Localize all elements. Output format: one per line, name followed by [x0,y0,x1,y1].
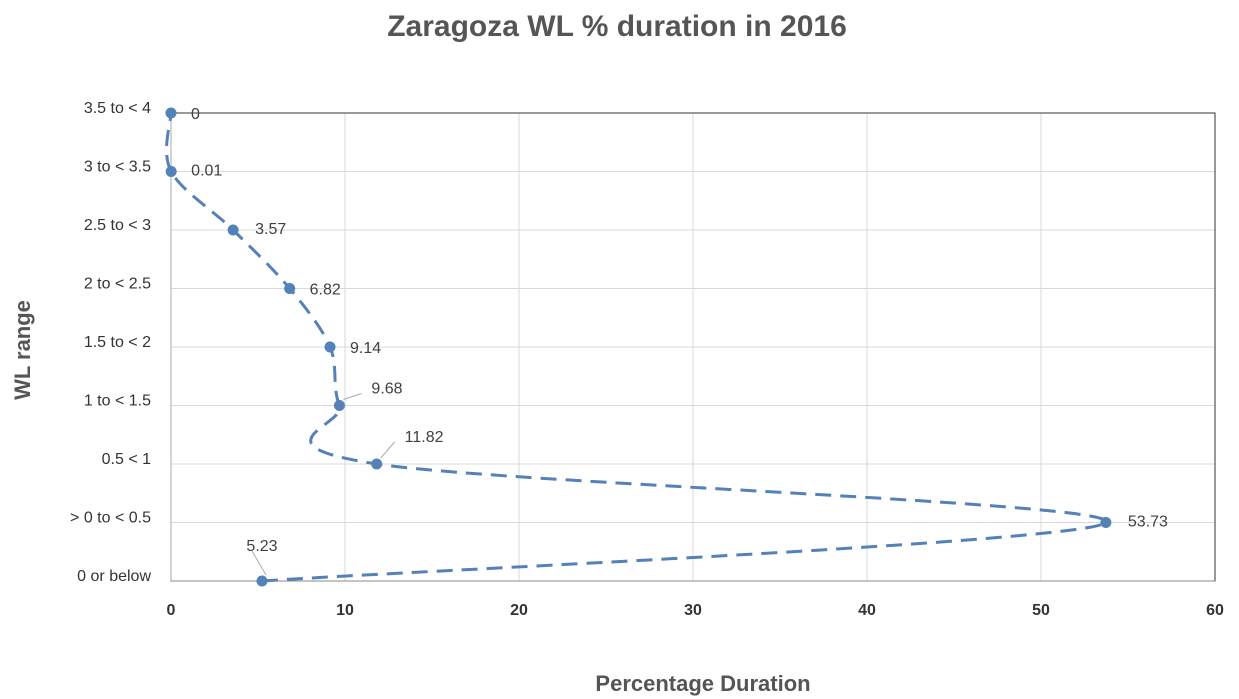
y-axis-label: WL range [10,300,35,400]
point [256,575,268,587]
y-tick-label: 1 to < 1.5 [84,393,151,410]
x-tick-label: 60 [1206,602,1224,619]
leader-line [380,441,396,459]
chart-title: Zaragoza WL % duration in 2016 [387,10,847,43]
x-tick-label: 30 [684,602,702,619]
point [165,107,177,119]
leader-line [343,393,362,400]
x-tick-label: 50 [1032,602,1050,619]
x-tick-label: 10 [336,602,354,619]
data-label: 9.68 [371,381,402,398]
data-label: 5.23 [246,538,277,555]
y-tick-label: 0 or below [77,568,151,585]
data-label: 6.82 [310,282,341,299]
point [227,224,239,236]
point [333,400,345,411]
y-tick-label: 2.5 to < 3 [84,217,151,234]
data-label: 0 [191,106,200,123]
y-tick-label: 3 to < 3.5 [84,159,151,176]
y-tick-label: 0.5 < 1 [102,451,151,468]
y-tick-label: 1.5 to < 2 [84,334,151,351]
data-label: 53.73 [1128,514,1168,531]
point [371,458,383,470]
point [165,166,177,177]
data-label: 0.01 [191,163,222,180]
x-tick-label: 20 [510,602,528,619]
data-label: 9.14 [350,340,381,357]
x-tick-label: 0 [167,602,176,619]
x-tick-label: 40 [858,602,876,619]
leader-line [251,550,267,576]
x-axis-label: Percentage Duration [595,671,810,696]
data-label: 11.82 [405,429,444,446]
point [324,341,336,353]
data-label: 3.57 [255,221,286,238]
y-tick-label: 3.5 to < 4 [84,100,151,117]
point [1100,517,1112,528]
y-tick-label: 2 to < 2.5 [84,276,151,293]
point [284,283,296,294]
y-tick-label: > 0 to < 0.5 [70,510,151,527]
